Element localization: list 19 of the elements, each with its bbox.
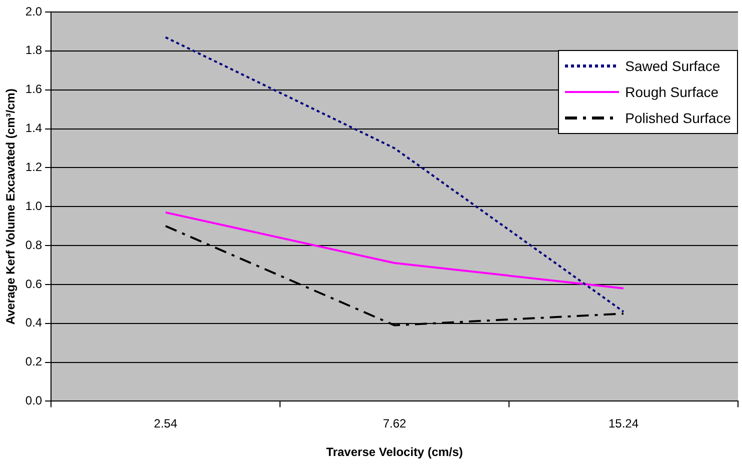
legend-label: Polished Surface bbox=[625, 110, 731, 126]
legend-label: Rough Surface bbox=[625, 84, 719, 100]
x-tick-label: 15.24 bbox=[608, 416, 639, 431]
y-tick-label: 0.6 bbox=[25, 276, 42, 291]
y-axis-title: Average Kerf Volume Excavated (cm³/cm) bbox=[4, 88, 18, 325]
y-tick-label: 0.2 bbox=[25, 354, 42, 369]
y-tick-label: 1.6 bbox=[25, 82, 42, 96]
y-tick-label: 0.8 bbox=[25, 238, 42, 252]
x-tick-label: 2.54 bbox=[154, 416, 178, 431]
y-tick-label: 1.4 bbox=[25, 121, 42, 136]
y-tick-label: 1.8 bbox=[25, 43, 42, 58]
x-tick-label: 7.62 bbox=[382, 416, 407, 431]
y-tick-label: 1.2 bbox=[25, 160, 42, 174]
y-tick-label: 1.0 bbox=[25, 198, 42, 213]
y-tick-label: 2.0 bbox=[25, 4, 42, 18]
y-tick-label: 0.0 bbox=[25, 394, 42, 408]
y-tick-label: 0.4 bbox=[25, 316, 42, 330]
x-axis-title: Traverse Velocity (cm/s) bbox=[326, 445, 463, 460]
legend-label: Sawed Surface bbox=[625, 58, 720, 74]
